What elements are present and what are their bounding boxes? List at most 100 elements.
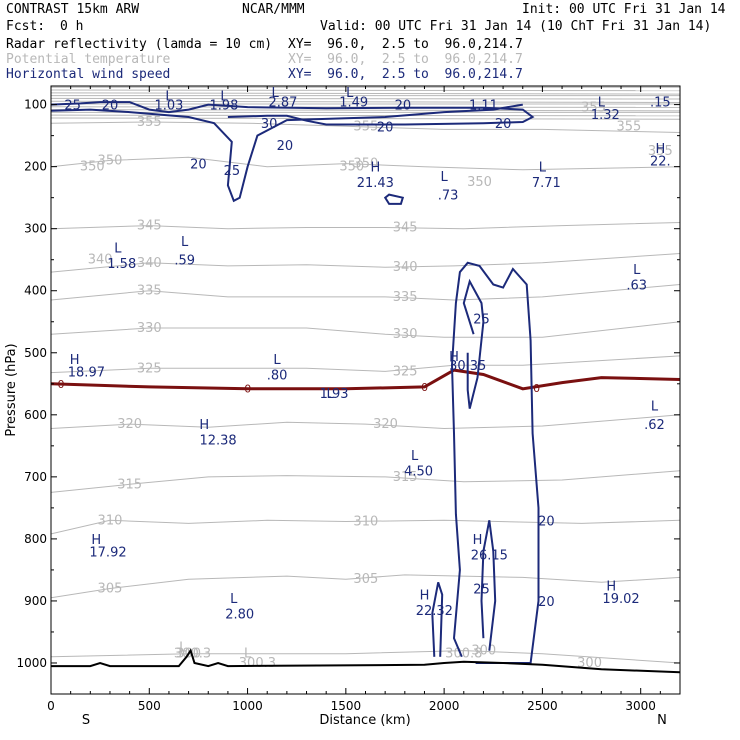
y-tick-label: 700 [24, 470, 47, 484]
wind-contour-25 [431, 581, 444, 657]
theta-line-325 [51, 355, 680, 374]
theta-label: 310 [98, 513, 123, 528]
y-tick-label: 500 [24, 346, 47, 360]
theta-label: 350 [98, 153, 123, 168]
field-annotation: L [346, 86, 354, 101]
theta-label: 335 [137, 284, 162, 299]
theta-label: 340 [137, 256, 162, 271]
y-tick-label: 400 [24, 284, 47, 298]
field-annotation: 1.49 [339, 96, 368, 111]
org-name: NCAR/MMM [242, 2, 305, 17]
wind-contour-20 [51, 103, 523, 203]
field-annotation: .62 [644, 418, 665, 433]
x-axis-title: Distance (km) [319, 713, 410, 728]
theta-label: 330 [137, 321, 162, 336]
theta-extra-label: 300.8 [445, 647, 482, 662]
theta-extra-label: 350 [467, 175, 492, 190]
theta-line-330 [51, 321, 680, 338]
theta-line-345 [51, 222, 680, 230]
field-annotation: 4.50 [404, 465, 433, 480]
y-tick-label: 100 [24, 98, 47, 112]
model-name: CONTRAST 15km ARW [6, 2, 140, 17]
north-label: N [657, 713, 667, 728]
field-annotation: 20 [395, 99, 412, 114]
field-annotation: L [114, 241, 122, 256]
field-annotation: .15 [650, 96, 671, 111]
field-annotation: 17.92 [89, 545, 126, 560]
y-tick-label: 1000 [16, 656, 47, 670]
theta-label: 355 [137, 115, 162, 130]
field-xy-theta: XY= 96.0, 2.5 to 96.0,214.7 [288, 52, 523, 67]
field-annotation: 20 [377, 120, 394, 135]
field-annotation: 18.97 [68, 365, 105, 380]
field-annotation: 1.93 [320, 387, 349, 402]
theta-upper-line [51, 92, 680, 95]
field-annotation: 22.32 [416, 604, 453, 619]
wind-contour-25 [480, 520, 497, 651]
theta-upper-line [51, 89, 680, 92]
terrain-line [51, 648, 680, 674]
field-annotation: H [606, 579, 616, 594]
theta-label: 315 [117, 477, 142, 492]
theta-line-340 [51, 253, 680, 273]
zero-line-label: 0 [58, 378, 65, 391]
x-tick-label: 2500 [527, 699, 558, 713]
field-annotation: L [220, 89, 228, 104]
field-annotation: L [273, 353, 281, 368]
south-label: S [82, 713, 90, 728]
field-annotation: H [199, 418, 209, 433]
field-annotation: 30 [261, 117, 278, 132]
field-annotation: 25 [64, 99, 81, 114]
theta-line-350 [51, 156, 680, 171]
theta-extra-label: 300.3 [239, 656, 276, 671]
field-annotation: 1.11 [469, 99, 498, 114]
field-xy-reflectivity: XY= 96.0, 2.5 to 96.0,214.7 [288, 37, 523, 52]
field-annotation: L [441, 170, 449, 185]
field-annotation: H [655, 142, 665, 157]
field-annotation: L [326, 387, 334, 402]
theta-extra-label: 355 [648, 144, 673, 159]
theta-label: 330 [393, 327, 418, 342]
field-annotation: L [165, 89, 173, 104]
field-annotation: H [370, 161, 380, 176]
field-annotation: L [411, 449, 419, 464]
theta-line-315 [51, 470, 680, 493]
zero-line-label: 0 [533, 382, 540, 395]
field-annotation: 22. [650, 154, 671, 169]
valid-time: Valid: 00 UTC Fri 31 Jan 14 (10 ChT Fri … [320, 19, 712, 34]
theta-label: 320 [117, 417, 142, 432]
theta-extra-label: L [179, 640, 187, 655]
field-annotation: 25 [473, 583, 490, 598]
field-annotation: 19.02 [602, 592, 639, 607]
field-annotation: 20 [277, 139, 294, 154]
field-xy-wind: XY= 96.0, 2.5 to 96.0,214.7 [288, 67, 523, 82]
x-tick-label: 1500 [331, 699, 362, 713]
y-tick-label: 300 [24, 222, 47, 236]
field-annotation: L [181, 235, 189, 250]
field-annotation: 20 [538, 514, 555, 529]
field-annotation: H [420, 589, 430, 604]
theta-upper-line [51, 100, 680, 103]
field-annotation: H [70, 353, 80, 368]
theta-label: 305 [98, 582, 123, 597]
field-annotation: .80 [267, 368, 288, 383]
theta-label: 335 [393, 290, 418, 305]
y-axis-title: Pressure (hPa) [4, 343, 19, 436]
theta-line-300 [51, 650, 680, 664]
theta-label: 350 [353, 157, 378, 172]
theta-extra-label: 355 [581, 101, 606, 116]
field-annotation: .73 [438, 189, 459, 204]
field-annotation: H [449, 350, 459, 365]
x-tick-label: 1000 [232, 699, 263, 713]
field-annotation: L [230, 592, 238, 607]
wind-contour-20 [383, 193, 405, 205]
field-annotation: 1.58 [107, 257, 136, 272]
field-annotation: 25 [224, 164, 241, 179]
theta-line-310 [51, 519, 680, 535]
zero-reflectivity-line [51, 368, 680, 391]
theta-label: 345 [393, 220, 418, 235]
y-tick-label: 200 [24, 160, 47, 174]
theta-extra-label: L [244, 647, 252, 662]
field-annotation: 30.35 [449, 359, 486, 374]
theta-label: 315 [393, 470, 418, 485]
